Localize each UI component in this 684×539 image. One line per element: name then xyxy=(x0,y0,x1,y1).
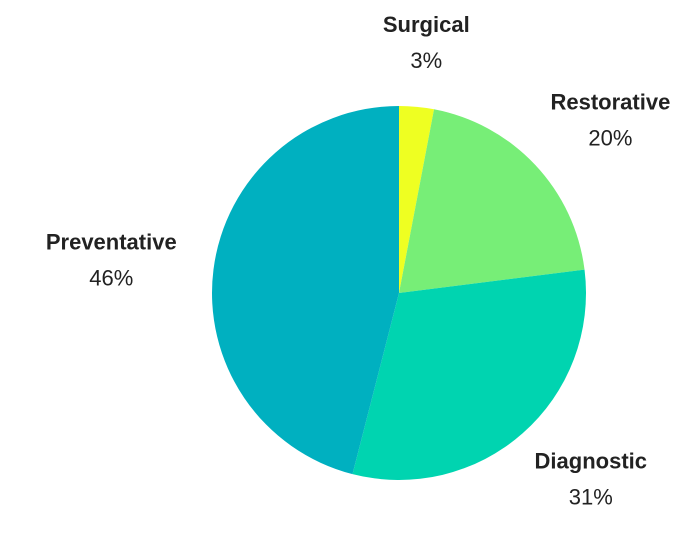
slice-name: Preventative xyxy=(46,229,177,254)
slice-name: Surgical xyxy=(383,12,470,37)
pie-slice xyxy=(211,106,399,475)
slice-value-label: 31% xyxy=(569,484,613,509)
pie-slice xyxy=(399,106,435,293)
slice-value-label: 20% xyxy=(588,126,632,151)
pie-slice xyxy=(352,269,586,480)
pie-slice xyxy=(399,109,585,293)
slice-value-label: 46% xyxy=(89,265,133,290)
slice-value-label: 3% xyxy=(410,48,442,73)
slice-name: Restorative xyxy=(550,90,670,115)
slice-name: Diagnostic xyxy=(535,448,647,473)
